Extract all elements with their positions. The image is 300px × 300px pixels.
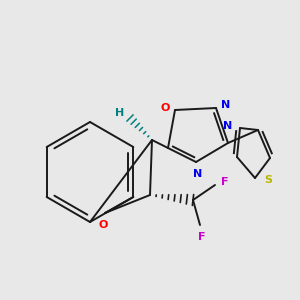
Text: O: O <box>98 220 108 230</box>
Text: F: F <box>198 232 206 242</box>
Text: O: O <box>160 103 170 113</box>
Text: N: N <box>224 121 232 131</box>
Text: N: N <box>221 100 231 110</box>
Text: N: N <box>194 169 202 179</box>
Text: F: F <box>221 177 229 187</box>
Text: S: S <box>264 175 272 185</box>
Text: H: H <box>116 108 124 118</box>
